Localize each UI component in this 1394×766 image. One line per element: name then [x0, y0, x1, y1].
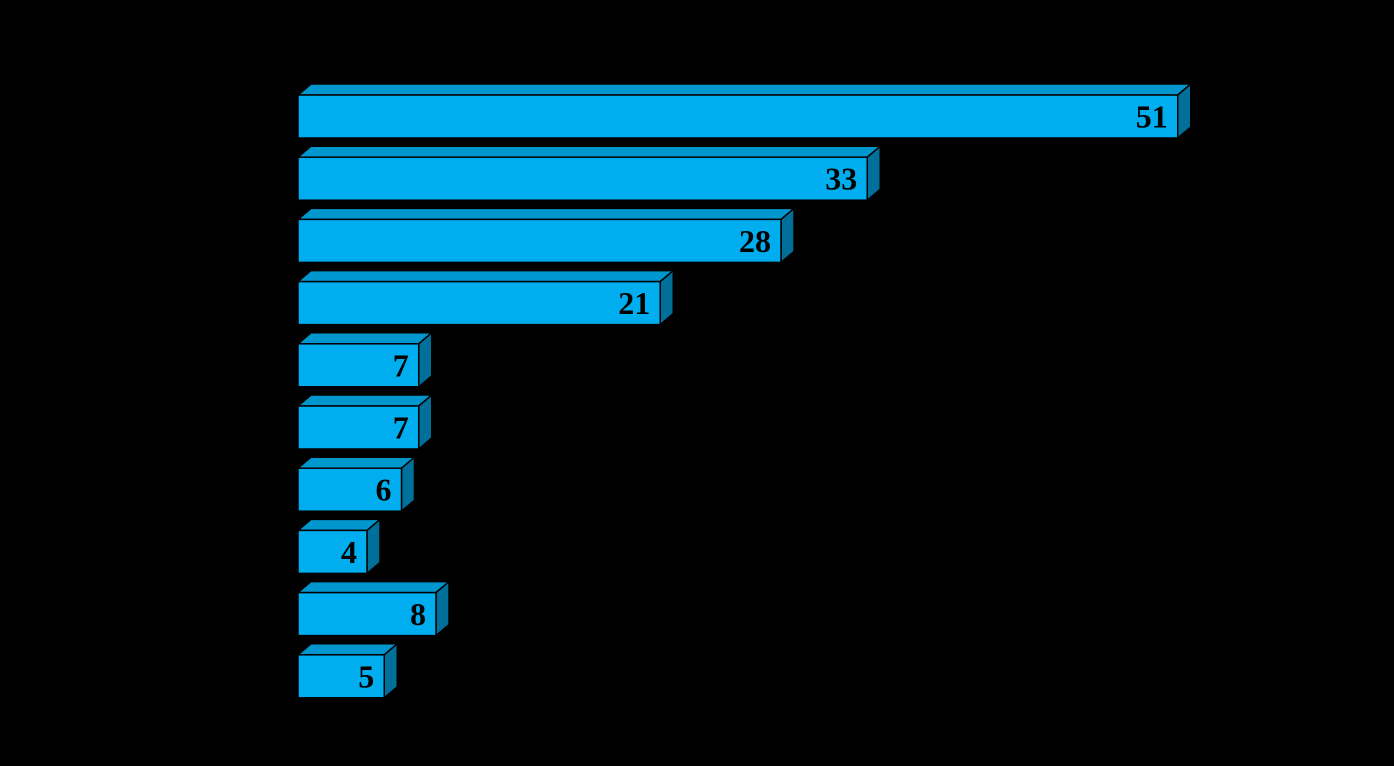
bar-top-face — [295, 456, 417, 469]
bar-top-face — [295, 145, 883, 158]
bar-value-label: 21 — [618, 285, 650, 321]
bar-value-label: 7 — [393, 347, 409, 383]
bar — [297, 94, 1179, 139]
bar — [297, 467, 403, 512]
bar — [297, 654, 385, 699]
bar — [297, 405, 420, 450]
bar-value-label: 7 — [393, 410, 409, 446]
bar-group: 7 — [295, 331, 434, 389]
bar-group: 5 — [295, 642, 400, 700]
bar-group: 8 — [295, 579, 452, 638]
bar-value-label: 51 — [1136, 99, 1168, 135]
bar — [297, 156, 868, 201]
bar-top-face — [295, 643, 400, 656]
bar-group: 21 — [295, 268, 676, 327]
bar-group: 7 — [295, 393, 434, 451]
bar-group: 6 — [295, 455, 417, 513]
bar-value-label: 5 — [358, 658, 374, 694]
bar-group: 33 — [295, 144, 883, 202]
bar — [297, 218, 782, 264]
bar-top-face — [295, 207, 797, 221]
bar-value-label: 8 — [410, 596, 426, 632]
bar-group: 51 — [295, 82, 1193, 140]
bar — [297, 591, 437, 637]
bar-value-label: 4 — [341, 534, 357, 570]
bar-top-face — [295, 83, 1193, 96]
bar-top-face — [295, 269, 676, 283]
bar-top-face — [295, 394, 434, 407]
bar-group: 28 — [295, 206, 797, 265]
bar-value-label: 33 — [825, 161, 857, 197]
bar-value-label: 28 — [739, 223, 771, 259]
bar — [297, 343, 420, 388]
bar — [297, 280, 661, 326]
bar — [297, 529, 368, 575]
bar-top-face — [295, 518, 383, 532]
bar-top-face — [295, 580, 452, 594]
bar-value-label: 6 — [376, 472, 392, 508]
bar-group: 4 — [295, 517, 383, 576]
bar-top-face — [295, 332, 434, 345]
